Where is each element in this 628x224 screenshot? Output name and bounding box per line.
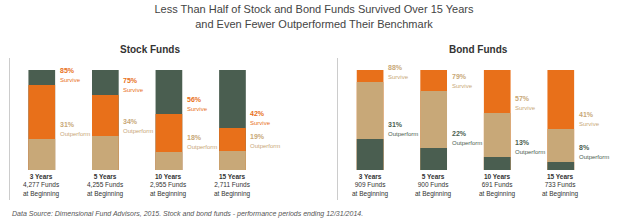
svg-text:3 Years4,277 Fundsat Beginning: 3 Years4,277 Fundsat Beginning bbox=[23, 173, 60, 198]
svg-text:Less Than Half of Stock and Bo: Less Than Half of Stock and Bond Funds S… bbox=[155, 3, 474, 29]
svg-text:85%Survive: 85%Survive bbox=[60, 67, 81, 83]
svg-text:Data Source: Dimensional Fund: Data Source: Dimensional Fund Advisors, … bbox=[12, 210, 363, 218]
svg-text:15 Years2,711 Fundsat Beginnin: 15 Years2,711 Fundsat Beginning bbox=[214, 173, 251, 198]
svg-text:15 Years733 Fundsat Beginning: 15 Years733 Fundsat Beginning bbox=[542, 173, 579, 198]
svg-text:31%Outperform: 31%Outperform bbox=[388, 121, 418, 137]
svg-text:Stock Funds: Stock Funds bbox=[120, 44, 180, 55]
svg-text:41%Survive: 41%Survive bbox=[579, 111, 600, 127]
svg-text:10 Years2,955 Fundsat Beginnin: 10 Years2,955 Fundsat Beginning bbox=[150, 173, 187, 198]
svg-text:57%Survive: 57%Survive bbox=[515, 95, 536, 111]
svg-text:Bond Funds: Bond Funds bbox=[449, 44, 508, 55]
svg-text:3 Years909 Fundsat Beginning: 3 Years909 Fundsat Beginning bbox=[352, 173, 389, 198]
svg-text:34%Outperform: 34%Outperform bbox=[123, 118, 153, 134]
svg-text:13%Outperform: 13%Outperform bbox=[515, 139, 545, 155]
svg-text:10 Years691 Fundsat Beginning: 10 Years691 Fundsat Beginning bbox=[479, 173, 516, 198]
svg-text:79%Survive: 79%Survive bbox=[452, 73, 473, 89]
svg-text:31%Outperform: 31%Outperform bbox=[60, 121, 90, 137]
svg-text:22%Outperform: 22%Outperform bbox=[452, 130, 482, 146]
svg-text:75%Survive: 75%Survive bbox=[123, 77, 144, 93]
svg-text:5 Years900 Fundsat Beginning: 5 Years900 Fundsat Beginning bbox=[415, 173, 452, 198]
svg-text:5 Years4,255 Fundsat Beginning: 5 Years4,255 Fundsat Beginning bbox=[87, 173, 124, 198]
svg-text:8%Outperform: 8%Outperform bbox=[579, 144, 609, 160]
svg-text:56%Survive: 56%Survive bbox=[187, 96, 208, 112]
svg-text:42%Survive: 42%Survive bbox=[250, 110, 271, 126]
svg-text:18%Outperform: 18%Outperform bbox=[187, 134, 217, 150]
svg-text:19%Outperform: 19%Outperform bbox=[250, 133, 280, 149]
svg-text:88%Survive: 88%Survive bbox=[388, 64, 409, 80]
